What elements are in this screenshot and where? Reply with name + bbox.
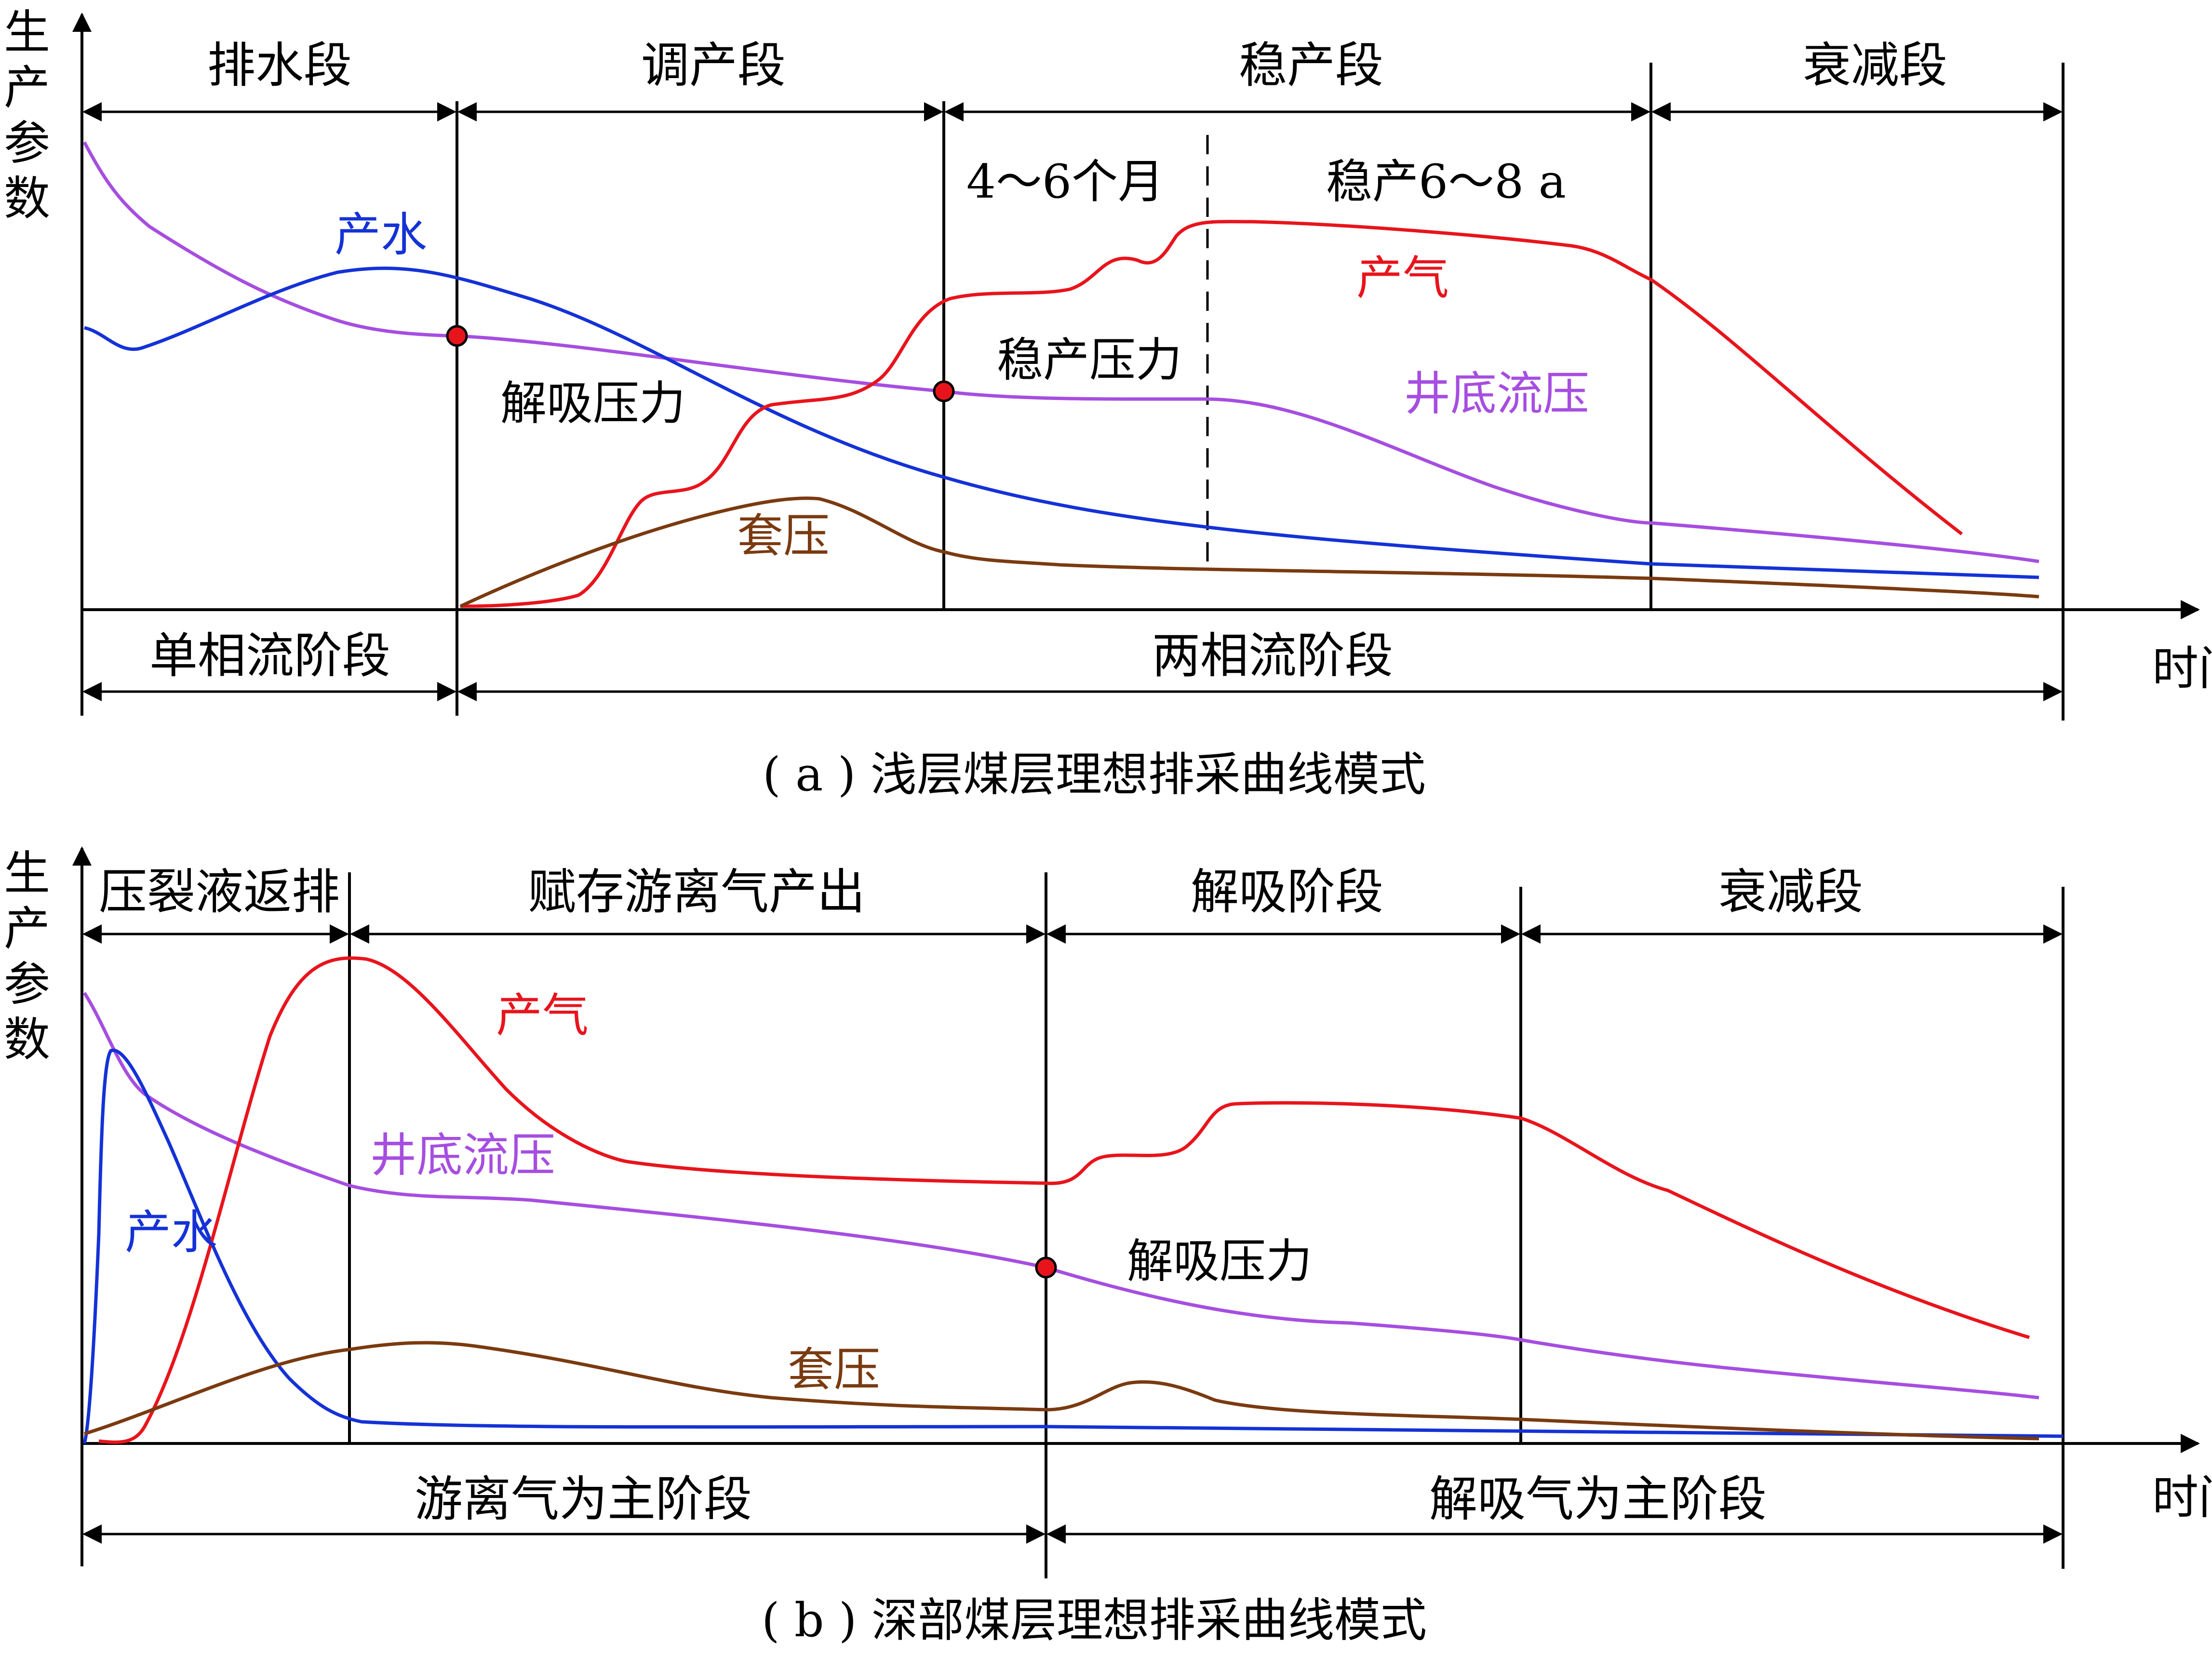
panel-a-x-axis-label: 时间 <box>2152 641 2212 695</box>
panel-a: 生 产 参 数 时间 排水段 调产段 稳产段 衰减段 4～6个月 稳产6～8 a… <box>4 5 2212 801</box>
panel-b-stage-label: 衰减段 <box>1718 864 1863 920</box>
panel-a-bhp-curve <box>82 141 2039 563</box>
panel-b-phase-label: 游离气为主阶段 <box>415 1471 752 1527</box>
panel-b-desorption-label: 解吸压力 <box>1127 1234 1312 1288</box>
panel-b: 生 产 参 数 时间 压裂液返排 赋存游离气产出 解吸阶段 衰减段 游离气为主阶… <box>4 846 2212 1647</box>
panel-b-gas-label: 产气 <box>496 988 589 1042</box>
panel-a-desorption-point <box>446 325 468 347</box>
panel-a-gas-curve <box>460 220 1963 608</box>
panel-b-casing-label: 套压 <box>788 1343 880 1397</box>
panel-a-stage-label: 调产段 <box>641 37 786 93</box>
panel-a-stage-label: 稳产段 <box>1239 37 1383 93</box>
panel-a-gas-label: 产气 <box>1356 251 1449 305</box>
panel-a-y-axis-label: 生 产 参 数 <box>4 5 65 226</box>
panel-b-water-curve <box>82 1048 2064 1444</box>
panel-a-water-curve <box>84 267 2039 579</box>
panel-b-caption: ( b ) 深部煤层理想排采曲线模式 <box>762 1593 1427 1647</box>
panel-b-phase-label: 解吸气为主阶段 <box>1429 1471 1767 1527</box>
panel-a-water-label: 产水 <box>335 208 427 262</box>
panel-b-stage-label: 赋存游离气产出 <box>528 864 865 920</box>
panel-a-sub-period-label: 4～6个月 <box>966 155 1164 209</box>
panel-a-sub-period-label: 稳产6～8 a <box>1326 155 1566 209</box>
panel-b-x-axis-label: 时间 <box>2152 1470 2212 1524</box>
panel-a-stage-label: 排水段 <box>207 37 352 93</box>
panel-a-casing-label: 套压 <box>737 509 830 563</box>
panel-a-stable-label: 稳产压力 <box>997 333 1182 387</box>
panel-b-casing-curve <box>83 1341 2039 1441</box>
panel-b-bhp-curve <box>83 992 2039 1400</box>
panel-b-y-axis-label: 生 产 参 数 <box>4 846 65 1067</box>
panel-a-phase-label: 单相流阶段 <box>149 628 390 684</box>
panel-b-bhp-label: 井底流压 <box>370 1128 555 1182</box>
panel-b-stage-label: 压裂液返排 <box>99 864 340 920</box>
panel-a-phase-label: 两相流阶段 <box>1152 628 1393 684</box>
panel-a-stage-label: 衰减段 <box>1803 37 1947 93</box>
panel-a-caption: ( a ) 浅层煤层理想排采曲线模式 <box>763 748 1426 801</box>
panel-a-casing-curve <box>459 496 2039 608</box>
panel-a-desorption-label: 解吸压力 <box>500 376 685 430</box>
panel-b-desorption-point <box>1035 1256 1057 1279</box>
panel-b-water-label: 产水 <box>125 1205 217 1259</box>
panel-a-bhp-label: 井底流压 <box>1404 367 1589 421</box>
panel-b-gas-curve <box>98 956 2030 1444</box>
panel-a-stable-point <box>933 380 955 402</box>
panel-b-stage-label: 解吸阶段 <box>1191 864 1383 920</box>
